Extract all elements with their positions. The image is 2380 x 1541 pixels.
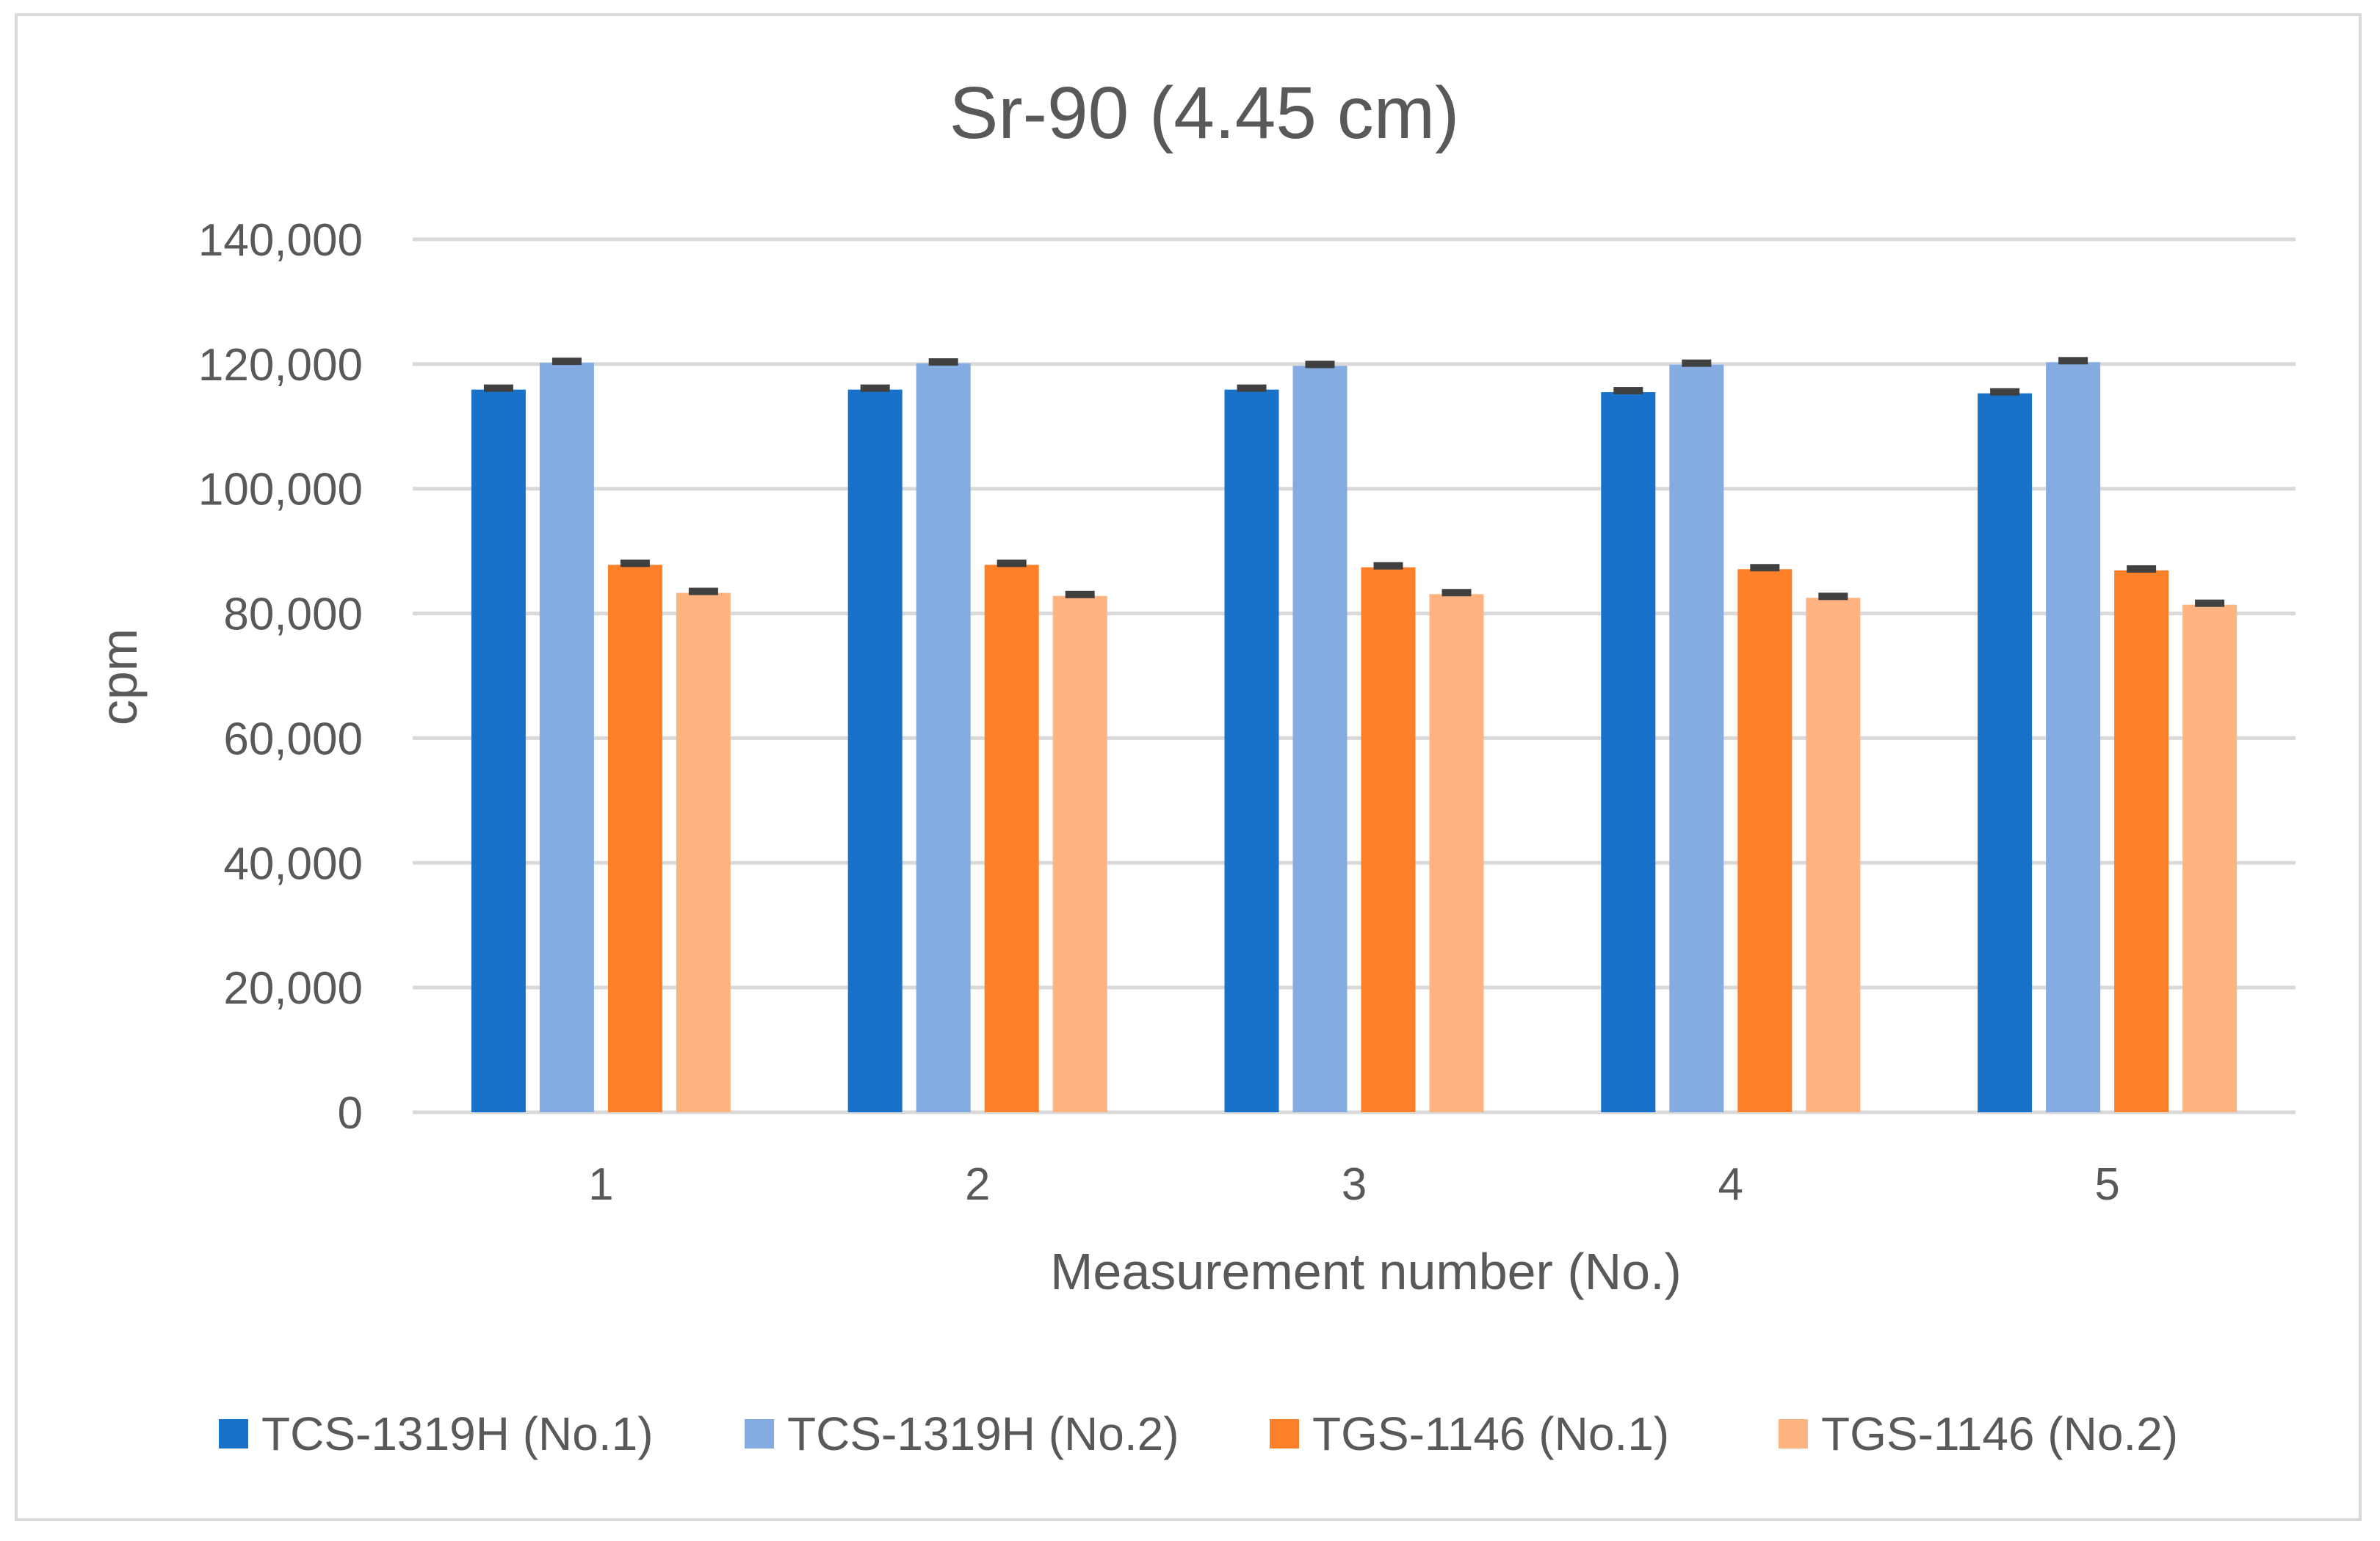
error-bar xyxy=(1818,592,1848,601)
error-bar xyxy=(688,587,718,595)
legend-label: TGS-1146 (No.2) xyxy=(1821,1407,2178,1460)
bar xyxy=(1806,598,1861,1112)
error-bar xyxy=(1682,359,1712,367)
x-tick-label: 4 xyxy=(1718,1159,1743,1210)
bar xyxy=(1669,364,1724,1112)
error-bar xyxy=(1065,590,1095,598)
error-bar xyxy=(1237,384,1267,392)
error-bar xyxy=(1442,589,1472,597)
error-bar xyxy=(551,358,582,366)
bar xyxy=(1224,389,1279,1112)
error-bar xyxy=(2058,357,2088,365)
y-tick-label: 40,000 xyxy=(223,838,363,889)
legend-item: TCS-1319H (No.1) xyxy=(219,1407,654,1460)
bar xyxy=(676,592,731,1112)
error-bar xyxy=(620,559,650,568)
legend-label: TCS-1319H (No.1) xyxy=(261,1407,654,1460)
error-bar xyxy=(1750,564,1780,572)
chart-title: Sr-90 (4.45 cm) xyxy=(950,72,1460,154)
legend-swatch xyxy=(745,1419,774,1448)
bar xyxy=(1292,366,1348,1112)
bar xyxy=(471,389,526,1112)
bar xyxy=(2182,604,2238,1112)
error-bar xyxy=(483,384,513,392)
x-axis-title: Measurement number (No.) xyxy=(1050,1243,1682,1300)
legend-item: TGS-1146 (No.1) xyxy=(1270,1407,1669,1460)
error-bar xyxy=(2127,565,2157,573)
bar xyxy=(1978,393,2033,1112)
error-bar xyxy=(1613,387,1643,395)
bar xyxy=(2114,570,2169,1112)
y-tick-label: 0 xyxy=(338,1088,363,1139)
error-bar xyxy=(2195,599,2225,607)
bar xyxy=(916,363,971,1113)
error-bar xyxy=(1990,388,2020,396)
legend: TCS-1319H (No.1) TCS-1319H (No.2) TGS-1146… xyxy=(219,1407,2178,1460)
x-axis-ticks: 1 2 3 4 5 xyxy=(588,1159,2120,1210)
x-tick-label: 2 xyxy=(965,1159,990,1210)
bar xyxy=(1052,595,1107,1112)
bar xyxy=(1737,569,1793,1112)
bar xyxy=(2046,362,2101,1112)
x-tick-label: 1 xyxy=(588,1159,613,1210)
bar xyxy=(984,565,1039,1112)
y-axis-ticks: 0 20,000 40,000 60,000 80,000 100,000 120,000 1… xyxy=(198,215,363,1139)
error-bar xyxy=(1305,360,1335,369)
y-axis-title: cpm xyxy=(90,628,148,725)
error-bar xyxy=(928,358,958,366)
error-bar xyxy=(1373,562,1403,570)
bar xyxy=(1601,392,1656,1112)
legend-swatch xyxy=(1270,1419,1299,1448)
bar xyxy=(607,565,662,1112)
error-bar xyxy=(860,384,890,392)
y-tick-label: 80,000 xyxy=(223,590,363,640)
legend-swatch xyxy=(219,1419,248,1448)
bars xyxy=(471,357,2238,1113)
legend-label: TGS-1146 (No.1) xyxy=(1312,1407,1669,1460)
legend-item: TCS-1319H (No.2) xyxy=(745,1407,1179,1460)
bar xyxy=(847,389,903,1112)
error-bar xyxy=(997,559,1027,568)
x-tick-label: 3 xyxy=(1342,1159,1367,1210)
x-tick-label: 5 xyxy=(2094,1159,2119,1210)
y-tick-label: 100,000 xyxy=(198,465,363,515)
y-tick-label: 60,000 xyxy=(223,714,363,764)
y-tick-label: 120,000 xyxy=(198,340,363,391)
legend-label: TCS-1319H (No.2) xyxy=(787,1407,1179,1460)
legend-item: TGS-1146 (No.2) xyxy=(1779,1407,2178,1460)
chart-frame xyxy=(15,13,2362,1521)
legend-swatch xyxy=(1779,1419,1808,1448)
bar xyxy=(1361,567,1416,1112)
bar xyxy=(1429,594,1484,1112)
y-tick-label: 140,000 xyxy=(198,215,363,266)
y-tick-label: 20,000 xyxy=(223,963,363,1014)
bar xyxy=(539,363,594,1112)
